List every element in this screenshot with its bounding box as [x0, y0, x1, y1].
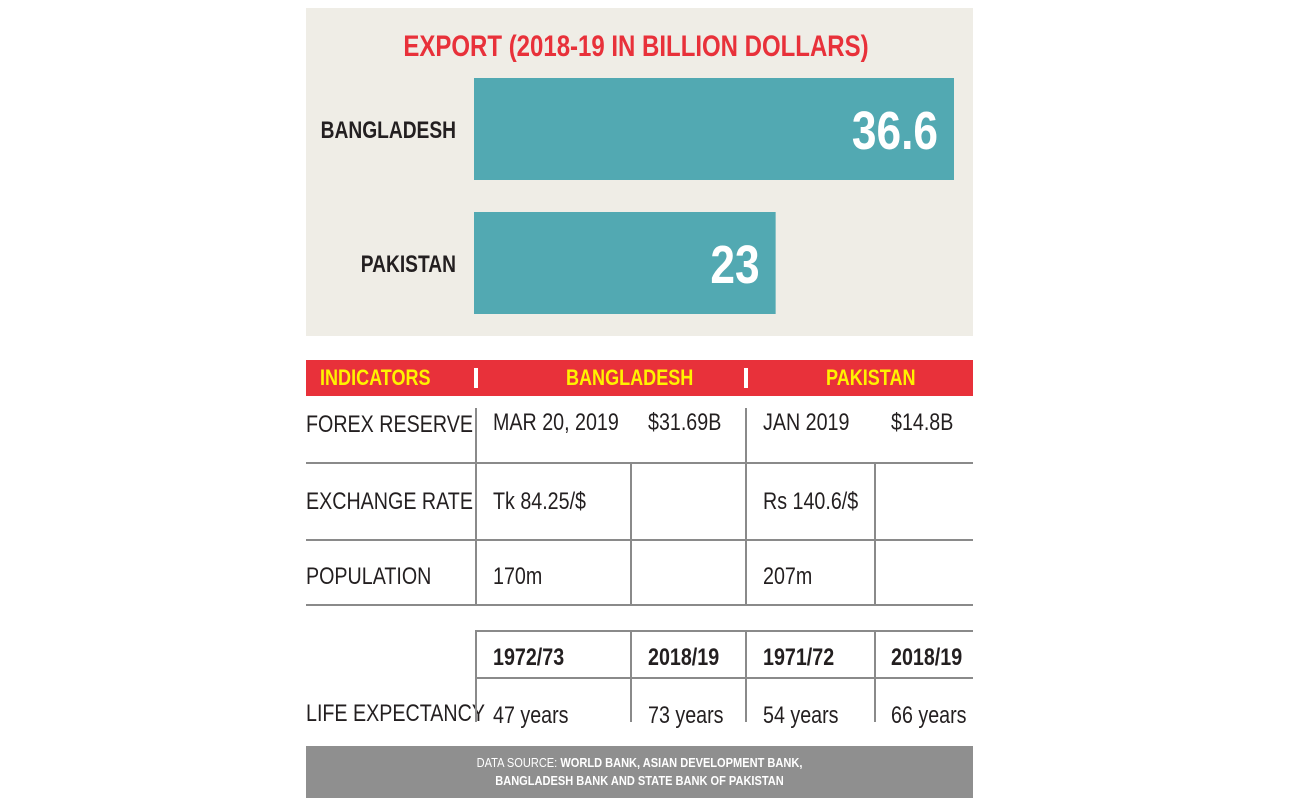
- table-header: INDICATORS BANGLADESH PAKISTAN: [306, 360, 973, 396]
- row-label-exchange: EXCHANGE RATE: [306, 488, 473, 515]
- value-label-pakistan: 23: [710, 235, 759, 295]
- row-label-life: LIFE EXPECTANCY: [306, 700, 485, 727]
- pk-life-year-1: 1971/72: [763, 644, 835, 671]
- footer-sources-2: BANGLADESH BANK AND STATE BANK OF PAKIST…: [495, 773, 784, 788]
- pk-life-value-1: 54 years: [763, 702, 839, 729]
- column-divider: [475, 408, 477, 604]
- footer-sources-1: WORLD BANK, ASIAN DEVELOPMENT BANK,: [560, 755, 803, 770]
- bd-life-value-1: 47 years: [493, 702, 569, 729]
- bar-bangladesh: [474, 78, 954, 180]
- footer-line-1: DATA SOURCE: WORLD BANK, ASIAN DEVELOPME…: [356, 754, 923, 772]
- row-divider: [476, 677, 973, 679]
- bd-exchange-value: Tk 84.25/$: [493, 488, 586, 515]
- bd-population-value: 170m: [493, 563, 543, 590]
- row-divider: [306, 462, 973, 464]
- data-source-footer: DATA SOURCE: WORLD BANK, ASIAN DEVELOPME…: [306, 746, 973, 798]
- row-divider: [306, 604, 973, 606]
- header-pakistan: PAKISTAN: [826, 365, 916, 390]
- export-chart: EXPORT (2018-19 IN BILLION DOLLARS) BANG…: [306, 8, 973, 336]
- chart-title: EXPORT (2018-19 IN BILLION DOLLARS): [403, 28, 868, 62]
- column-divider: [630, 462, 632, 604]
- header-separator: [744, 368, 748, 388]
- column-divider: [475, 630, 477, 722]
- bd-life-value-2: 73 years: [648, 702, 724, 729]
- export-bar-chart: EXPORT (2018-19 IN BILLION DOLLARS) BANG…: [321, 28, 954, 314]
- column-divider: [745, 630, 747, 722]
- pk-forex-date: JAN 2019: [763, 409, 850, 436]
- row-label-population: POPULATION: [306, 563, 432, 590]
- column-divider: [874, 462, 876, 604]
- pk-life-value-2: 66 years: [891, 702, 967, 729]
- column-divider: [630, 630, 632, 722]
- value-label-bangladesh: 36.6: [852, 101, 938, 161]
- category-label-pakistan: PAKISTAN: [361, 250, 456, 278]
- footer-prefix: DATA SOURCE:: [476, 755, 561, 770]
- pk-exchange-value: Rs 140.6/$: [763, 488, 859, 515]
- column-divider: [745, 408, 747, 604]
- header-separator: [474, 368, 478, 388]
- pk-life-year-2: 2018/19: [891, 644, 963, 671]
- column-divider: [874, 630, 876, 722]
- header-indicators: INDICATORS: [320, 365, 431, 390]
- pk-population-value: 207m: [763, 563, 813, 590]
- bd-forex-value: $31.69B: [648, 409, 722, 436]
- pk-forex-value: $14.8B: [891, 409, 954, 436]
- footer-line-2: BANGLADESH BANK AND STATE BANK OF PAKIST…: [356, 772, 923, 790]
- bar-pakistan: [474, 212, 776, 314]
- category-label-bangladesh: BANGLADESH: [321, 116, 456, 144]
- bd-forex-date: MAR 20, 2019: [493, 409, 619, 436]
- bd-life-year-1: 1972/73: [493, 644, 565, 671]
- row-label-forex: FOREX RESERVE: [306, 411, 473, 438]
- row-divider: [306, 539, 973, 541]
- header-bangladesh: BANGLADESH: [566, 365, 694, 390]
- row-divider: [476, 630, 973, 632]
- bd-life-year-2: 2018/19: [648, 644, 720, 671]
